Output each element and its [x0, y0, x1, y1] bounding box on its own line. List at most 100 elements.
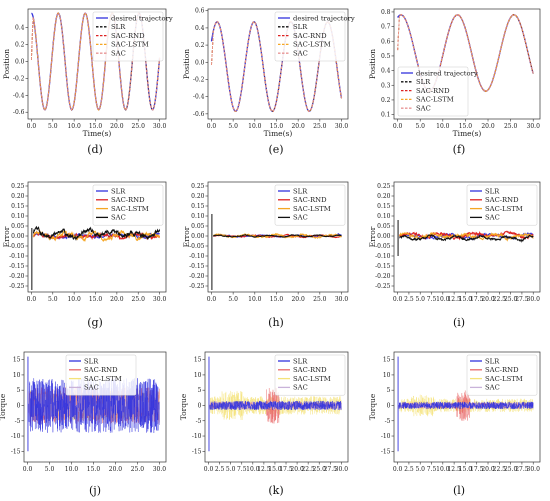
panel-i: 0.0 2.5 5.0 7.5 10.012.515.017.520.022.525.0…: [368, 181, 541, 303]
p7-y-axis-label: Torque: [179, 393, 188, 420]
p7-series-slr: [209, 400, 342, 411]
p7-ytick-label: -10: [192, 433, 202, 440]
p2-xtick-label: 30.0: [527, 123, 541, 130]
p5-xtick-label: 22.5: [493, 296, 507, 303]
p3-y-axis-label: Error: [2, 226, 11, 247]
p7-xtick-label: 7.5: [237, 466, 247, 473]
p2-xtick-label: 20.0: [481, 123, 495, 130]
p8-legend-label: SAC-LSTM: [485, 375, 523, 383]
p7-xtick-label: 27.5: [324, 466, 338, 473]
panel-label-k: (k): [268, 484, 283, 497]
p7-legend-label: SAC-RND: [293, 366, 327, 374]
p1-legend-label: SAC-RND: [293, 32, 327, 40]
p2-ytick-label: 0.3: [381, 82, 391, 89]
p3-ytick-label: 0.15: [11, 203, 25, 210]
p5-legend-label: SAC-RND: [485, 196, 519, 204]
p2-ytick-label: 0.6: [381, 38, 391, 45]
p2-ytick-label: 0.5: [381, 53, 391, 60]
p4-ytick-label: 0.10: [191, 213, 205, 220]
p3-legend-label: SAC: [111, 214, 126, 222]
p4-series-sac-lstm: [212, 232, 342, 239]
p6-legend-label: SLR: [84, 357, 99, 365]
p4-ytick-label: -0.15: [189, 263, 205, 270]
p5-xtick-label: 27.5: [515, 296, 529, 303]
p7-xtick-label: 22.5: [301, 466, 315, 473]
p2-legend-label: SLR: [416, 78, 431, 86]
p1-legend-label: desired trajectory: [293, 14, 355, 22]
p0-legend-label: SAC-LSTM: [111, 41, 149, 49]
p7-plot-area: [208, 356, 342, 452]
p2-ytick-label: 0.2: [381, 97, 391, 104]
p4-legend-label: SAC-LSTM: [293, 205, 331, 213]
p1-legend-label: SLR: [293, 23, 308, 31]
p2-ytick-label: 0.1: [381, 112, 391, 119]
p6-ytick-label: -10: [11, 433, 21, 440]
p2-ytick-label: 0.7: [381, 24, 391, 31]
p3-ytick-label: 0.05: [11, 223, 25, 230]
p0-xtick-label: 0.0: [27, 123, 37, 130]
p8-xtick-label: 27.5: [515, 466, 529, 473]
p4-xtick-label: 25.0: [313, 296, 327, 303]
p8-xtick-label: 30.0: [527, 466, 541, 473]
p0-xtick-label: 30.0: [153, 123, 167, 130]
p4-ytick-label: -0.10: [189, 253, 205, 260]
p5-ytick-label: 0.15: [377, 203, 391, 210]
p2-xtick-label: 5.0: [415, 123, 425, 130]
p4-ytick-label: 0.25: [191, 183, 205, 190]
p4-legend-label: SAC: [293, 214, 308, 222]
p8-legend-label: SAC-RND: [485, 366, 519, 374]
p1-ytick-label: 0.0: [195, 59, 205, 66]
panel-label-i: (i): [453, 316, 465, 329]
p0-xtick-label: 25.0: [132, 123, 146, 130]
p3-xtick-label: 0.0: [27, 296, 37, 303]
p4-xtick-label: 5.0: [228, 296, 238, 303]
p1-y-axis-label: Position: [182, 49, 191, 79]
p5-xtick-label: 12.5: [447, 296, 461, 303]
p0-xtick-label: 10.0: [67, 123, 81, 130]
p5-ytick-label: 0.10: [377, 213, 391, 220]
p7-xtick-label: 30.0: [335, 466, 349, 473]
p8-ytick-label: 0: [387, 402, 391, 409]
p0-xtick-label: 15.0: [89, 123, 103, 130]
p8-y-axis-label: Torque: [368, 393, 377, 420]
p1-legend-label: SAC: [293, 50, 308, 58]
p7-ytick-label: 10: [194, 372, 202, 379]
p5-xtick-label: 15.0: [459, 296, 473, 303]
p7-ytick-label: -5: [196, 418, 202, 425]
p0-ytick-label: -0.4: [13, 92, 25, 99]
p1-x-axis-label: Time(s): [264, 129, 293, 138]
p6-xtick-label: 30.0: [153, 466, 167, 473]
p7-legend-label: SAC-LSTM: [293, 375, 331, 383]
p0-legend-label: desired trajectory: [111, 14, 173, 22]
p7-legend-label: SAC: [293, 384, 308, 392]
p3-legend-label: SLR: [111, 187, 126, 195]
p8-xtick-label: 5.0: [415, 466, 425, 473]
p1-xtick-label: 10.0: [248, 123, 262, 130]
p5-legend-label: SAC: [485, 214, 500, 222]
p0-ytick-label: 0.0: [15, 58, 25, 65]
p5-ytick-label: -0.15: [375, 263, 391, 270]
p4-xtick-label: 30.0: [335, 296, 349, 303]
p0-legend-label: SAC-RND: [111, 32, 145, 40]
p0-x-axis-label: Time(s): [83, 129, 112, 138]
panel-h: 0.0 5.0 10.0 15.0 20.0 25.0 30.0 -0.25 -0.20 -0.1…: [182, 181, 349, 303]
p5-ytick-label: 0.25: [377, 183, 391, 190]
p5-plot-area: [397, 220, 534, 256]
p7-xtick-label: 2.5: [215, 466, 225, 473]
panel-f: 0.0 5.0 10.0 15.0 20.0 25.0 30.0 0.1 0.2 0.3 0.4 0.…: [368, 8, 541, 138]
p1-ytick-label: 0.4: [195, 25, 205, 32]
panel-label-e: (e): [268, 143, 283, 156]
p7-legend-label: SLR: [293, 357, 308, 365]
p6-ytick-label: 15: [13, 357, 21, 364]
p7-ytick-label: 0: [198, 402, 202, 409]
panel-g: 0.0 5.0 10.0 15.0 20.0 25.0 30.0 -0.25 -0.20 -0.1…: [2, 181, 166, 303]
p5-ytick-label: 0.20: [377, 193, 391, 200]
p4-ytick-label: 0.00: [191, 233, 205, 240]
p2-legend-label: SAC-LSTM: [416, 96, 454, 104]
p6-xtick-label: 15.0: [87, 466, 101, 473]
p5-xtick-label: 5.0: [415, 296, 425, 303]
p8-ytick-label: 15: [383, 357, 391, 364]
p8-xtick-label: 12.5: [447, 466, 461, 473]
